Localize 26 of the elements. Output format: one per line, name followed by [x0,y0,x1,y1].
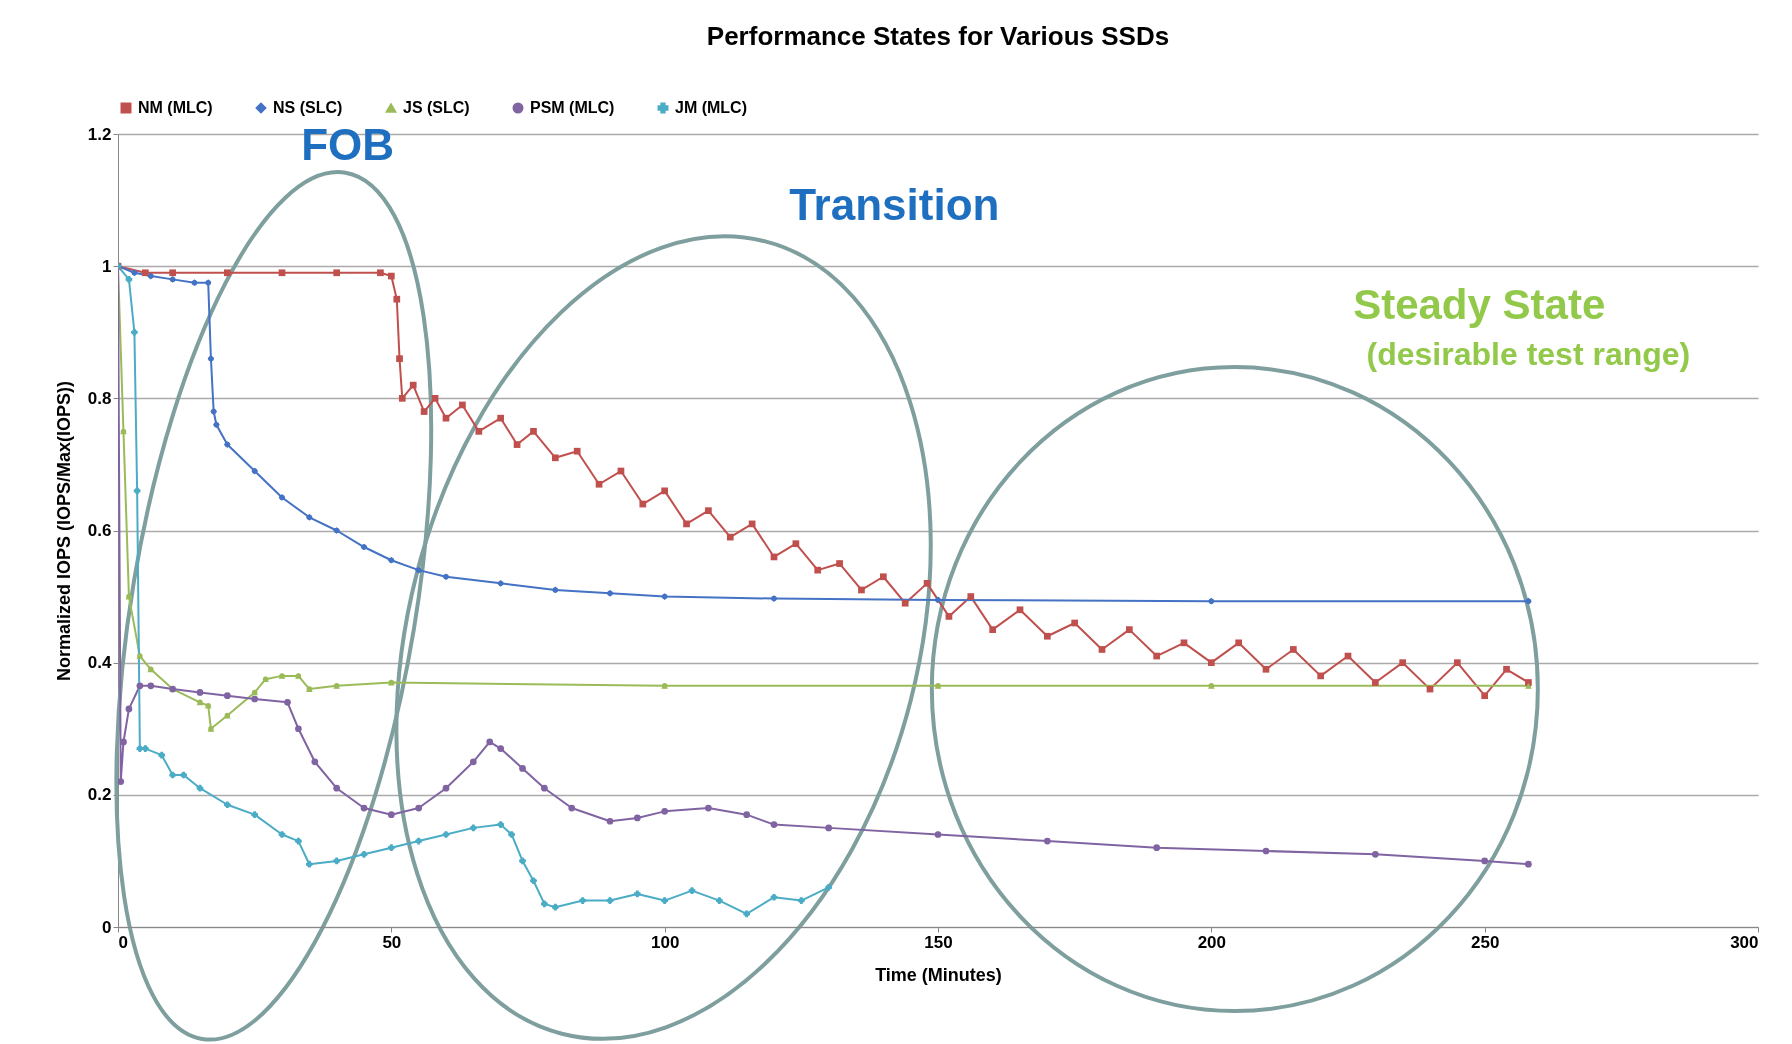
legend-label: JM (MLC) [675,99,747,116]
x-tick-label: 0 [118,932,128,952]
x-tick-label: 300 [1730,932,1759,952]
x-tick-label: 150 [924,932,953,952]
legend-label: JS (SLC) [403,99,470,116]
y-tick-label: 0 [102,917,112,937]
x-axis-title: Time (Minutes) [875,964,1002,985]
x-tick-label: 200 [1197,932,1227,952]
y-tick-label: 0.8 [87,388,112,408]
chart-title: Performance States for Various SSDs [706,21,1170,51]
x-tick-label: 100 [650,932,680,952]
annotation: FOB [301,120,395,170]
legend-label: NS (SLC) [273,99,343,116]
x-tick-label: 250 [1470,932,1500,952]
y-tick-label: 1.2 [87,124,112,144]
y-axis-title: Normalized IOPS (IOPS/Max(IOPS)) [53,380,74,682]
y-tick-label: 0.6 [87,521,112,540]
legend-label: PSM (MLC) [530,99,615,116]
x-tick-label: 50 [382,932,402,952]
annotation: Transition [789,179,1000,229]
y-tick-label: 0.4 [87,653,113,673]
annotation: Steady State [1353,280,1606,328]
annotation: (desirable test range) [1366,336,1691,373]
y-tick-label: 0.2 [87,785,112,805]
legend-label: NM (MLC) [138,99,213,116]
y-tick-label: 1 [102,256,112,276]
